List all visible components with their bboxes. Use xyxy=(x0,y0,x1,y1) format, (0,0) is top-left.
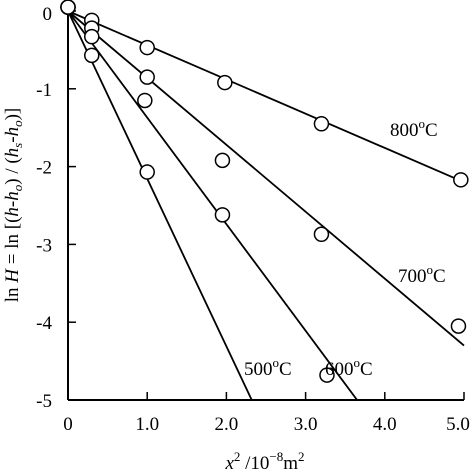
x-axis-label: x2 /10−8m2 xyxy=(224,449,304,474)
y-axis-label: ln H = ln [(h-ho) / (hs-ho)] xyxy=(2,108,25,302)
tick-labels: 0 1.0 2.0 3.0 4.0 5.0 0 -1 -2 -3 -4 -5 xyxy=(36,4,470,435)
data-point-800 xyxy=(453,172,469,188)
x-tick-label: 0 xyxy=(63,414,73,435)
data-point-600 xyxy=(84,28,100,45)
data-point-800 xyxy=(217,74,233,91)
data-point-700 xyxy=(313,226,330,243)
fit-line-500 xyxy=(67,10,253,401)
data-point-600 xyxy=(137,92,153,109)
fit-line-800 xyxy=(67,10,465,183)
x-tick-label: 3.0 xyxy=(294,414,318,435)
y-tick-label: -2 xyxy=(36,158,52,179)
x-tick-label: 5.0 xyxy=(446,414,470,435)
data-point-700 xyxy=(450,318,467,334)
data-point-700 xyxy=(139,69,155,85)
series-label-600: 600oC xyxy=(325,355,373,380)
y-tick-label: -1 xyxy=(36,80,52,101)
data-point-500 xyxy=(60,0,76,15)
data-point-600 xyxy=(214,207,231,223)
series-label-500: 500oC xyxy=(244,355,292,380)
data-point-500 xyxy=(84,47,100,64)
x-tick-label: 4.0 xyxy=(373,414,397,435)
fit-line-700 xyxy=(67,10,465,347)
y-tick-label: 0 xyxy=(43,4,53,25)
fit-line-600 xyxy=(67,10,358,401)
series-label-800: 800oC xyxy=(390,116,438,141)
fit-lines xyxy=(67,10,465,401)
x-tick-label: 1.0 xyxy=(135,414,159,435)
axes xyxy=(67,0,465,401)
data-point-700 xyxy=(214,152,231,169)
series-label-700: 700oC xyxy=(398,262,446,287)
data-points xyxy=(60,0,469,383)
data-point-800 xyxy=(313,116,330,132)
y-tick-label: -3 xyxy=(36,235,52,256)
data-point-800 xyxy=(139,39,155,56)
data-point-500 xyxy=(139,164,155,180)
y-tick-label: -5 xyxy=(36,391,52,412)
x-tick-label: 2.0 xyxy=(215,414,239,435)
y-tick-label: -4 xyxy=(36,313,52,334)
data-point-600 xyxy=(319,367,335,383)
